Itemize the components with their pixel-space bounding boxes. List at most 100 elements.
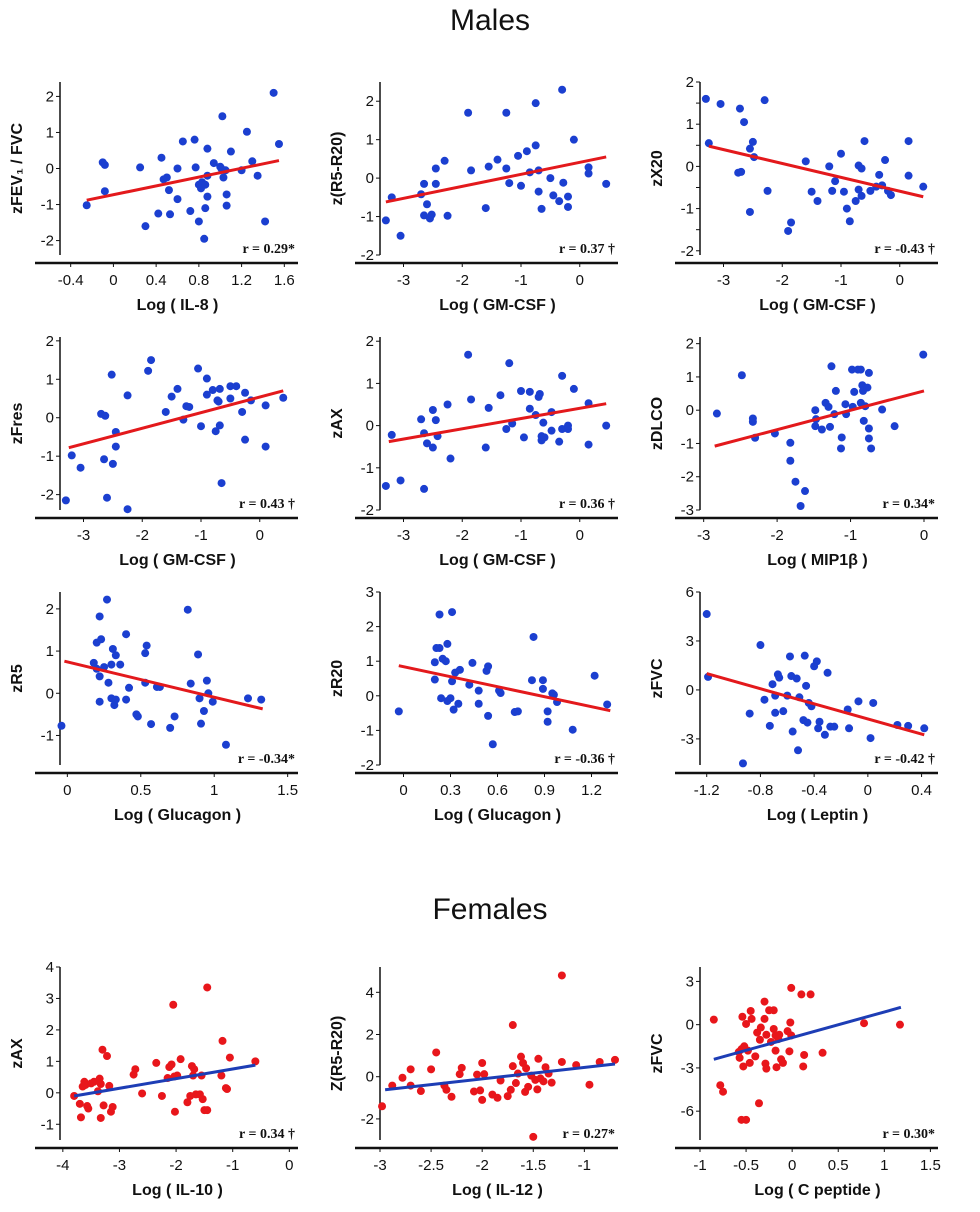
data-point: [506, 1085, 515, 1094]
data-point: [569, 135, 578, 144]
y-axis-label: Z(R5-R20): [329, 1016, 346, 1092]
data-point: [735, 1053, 744, 1062]
data-point: [381, 216, 390, 225]
data-point: [538, 676, 547, 685]
data-point: [481, 204, 490, 213]
scatter-panel: -3 0 3 6 -1.2 -0.8 -0.4 0 0.4 Log ( Leptin ) zFVC r…: [640, 582, 960, 832]
data-point: [831, 386, 840, 395]
x-tick-label: -2: [456, 272, 469, 289]
data-point: [524, 1082, 533, 1091]
data-point: [702, 610, 711, 619]
data-point: [131, 1065, 140, 1074]
x-tick-label: 1.6: [274, 272, 295, 289]
scatter-plot: -2 -1 0 1 2 -3 -2 -1 0 Log ( GM-CSF ) zAX r = 0.36 …: [329, 333, 618, 569]
data-point: [76, 1113, 85, 1122]
x-axis-label: Log ( IL-10 ): [132, 1182, 223, 1199]
x-tick-label: 0: [256, 527, 264, 544]
y-tick-label: 1: [686, 116, 694, 133]
data-point: [157, 1091, 166, 1100]
data-point: [154, 209, 163, 218]
data-point: [420, 179, 429, 188]
scatter-panel: -2 -1 0 1 2 -3 -2 -1 0 Log ( GM-CSF ) zX20 r = -0.4…: [640, 72, 960, 322]
data-point: [818, 1048, 827, 1057]
data-point: [221, 740, 230, 749]
data-point: [796, 502, 805, 511]
scatter-plot: -2 0 2 4 -3 -2.5 -2 -1.5 -1 Log ( IL-12 ) Z(R5-R20…: [329, 967, 619, 1199]
data-point: [505, 359, 514, 368]
data-point: [162, 173, 171, 182]
data-point: [557, 1057, 566, 1066]
x-tick-label: 0: [109, 272, 117, 289]
data-point: [105, 1081, 114, 1090]
correlation-label: r = 0.37 †: [559, 242, 615, 257]
data-point: [830, 722, 839, 731]
x-tick-label: 0: [399, 782, 407, 799]
data-point: [742, 1115, 751, 1124]
y-tick-label: -2: [41, 487, 54, 504]
y-axis-label: zR20: [329, 660, 346, 697]
data-point: [543, 707, 552, 716]
y-axis-label: z(R5-R20): [329, 132, 346, 206]
data-point: [420, 484, 429, 493]
y-axis-label: zR5: [9, 664, 26, 693]
data-point: [748, 137, 757, 146]
x-tick-label: -2: [456, 527, 469, 544]
data-point: [737, 167, 746, 176]
data-point: [904, 171, 913, 180]
data-point: [464, 350, 473, 359]
data-point: [167, 1060, 176, 1069]
data-point: [584, 440, 593, 449]
data-point: [95, 697, 104, 706]
data-point: [539, 1077, 548, 1086]
data-point: [99, 1101, 108, 1110]
data-point: [904, 137, 913, 146]
data-point: [427, 210, 436, 219]
data-point: [791, 477, 800, 486]
data-point: [176, 1055, 185, 1064]
data-point: [95, 672, 104, 681]
data-point: [539, 418, 548, 427]
data-point: [173, 384, 182, 393]
correlation-label: r = -0.42 †: [874, 752, 935, 767]
data-point: [423, 200, 431, 209]
x-tick-label: -1.2: [694, 782, 720, 799]
x-tick-label: -1: [693, 1157, 706, 1174]
y-tick-label: 0: [686, 1017, 694, 1034]
data-point: [222, 190, 231, 199]
data-point: [827, 362, 836, 371]
y-tick-label: -3: [681, 1060, 694, 1077]
regression-line: [385, 155, 607, 204]
data-point: [866, 734, 875, 743]
data-point: [202, 374, 211, 383]
data-point: [478, 1058, 487, 1067]
data-point: [564, 202, 572, 211]
data-point: [454, 699, 463, 708]
data-point: [745, 1058, 754, 1067]
data-point: [95, 612, 104, 621]
scatter-plot: -2 -1 0 1 2 3 0 0.3 0.6 0.9 1.2 Log ( Glucagon ) zR2…: [329, 584, 618, 824]
data-point: [186, 679, 195, 688]
males-title: Males: [449, 4, 531, 37]
data-point: [820, 730, 829, 739]
scatter-plot: -3 -2 -1 0 1 2 -3 -2 -1 0 Log ( MIP1β ) zDLCO r = 0.…: [649, 336, 938, 569]
data-point: [584, 169, 593, 178]
data-point: [772, 1063, 781, 1072]
data-point: [493, 155, 502, 164]
y-tick-label: 0: [366, 688, 374, 705]
data-point: [103, 1052, 111, 1061]
y-tick-label: 1: [366, 653, 374, 670]
data-point: [481, 443, 490, 452]
data-point: [144, 366, 153, 375]
data-point: [754, 1099, 763, 1108]
data-point: [517, 181, 525, 190]
data-point: [602, 421, 611, 430]
data-point: [555, 197, 564, 206]
x-tick-label: 1.2: [581, 782, 602, 799]
data-point: [241, 435, 250, 444]
x-tick-label: -0.5: [733, 1157, 759, 1174]
data-point: [919, 182, 928, 191]
data-point: [443, 211, 452, 220]
data-point: [161, 407, 170, 416]
y-tick-label: 1: [46, 643, 54, 660]
y-axis-label: zAX: [9, 1038, 26, 1069]
